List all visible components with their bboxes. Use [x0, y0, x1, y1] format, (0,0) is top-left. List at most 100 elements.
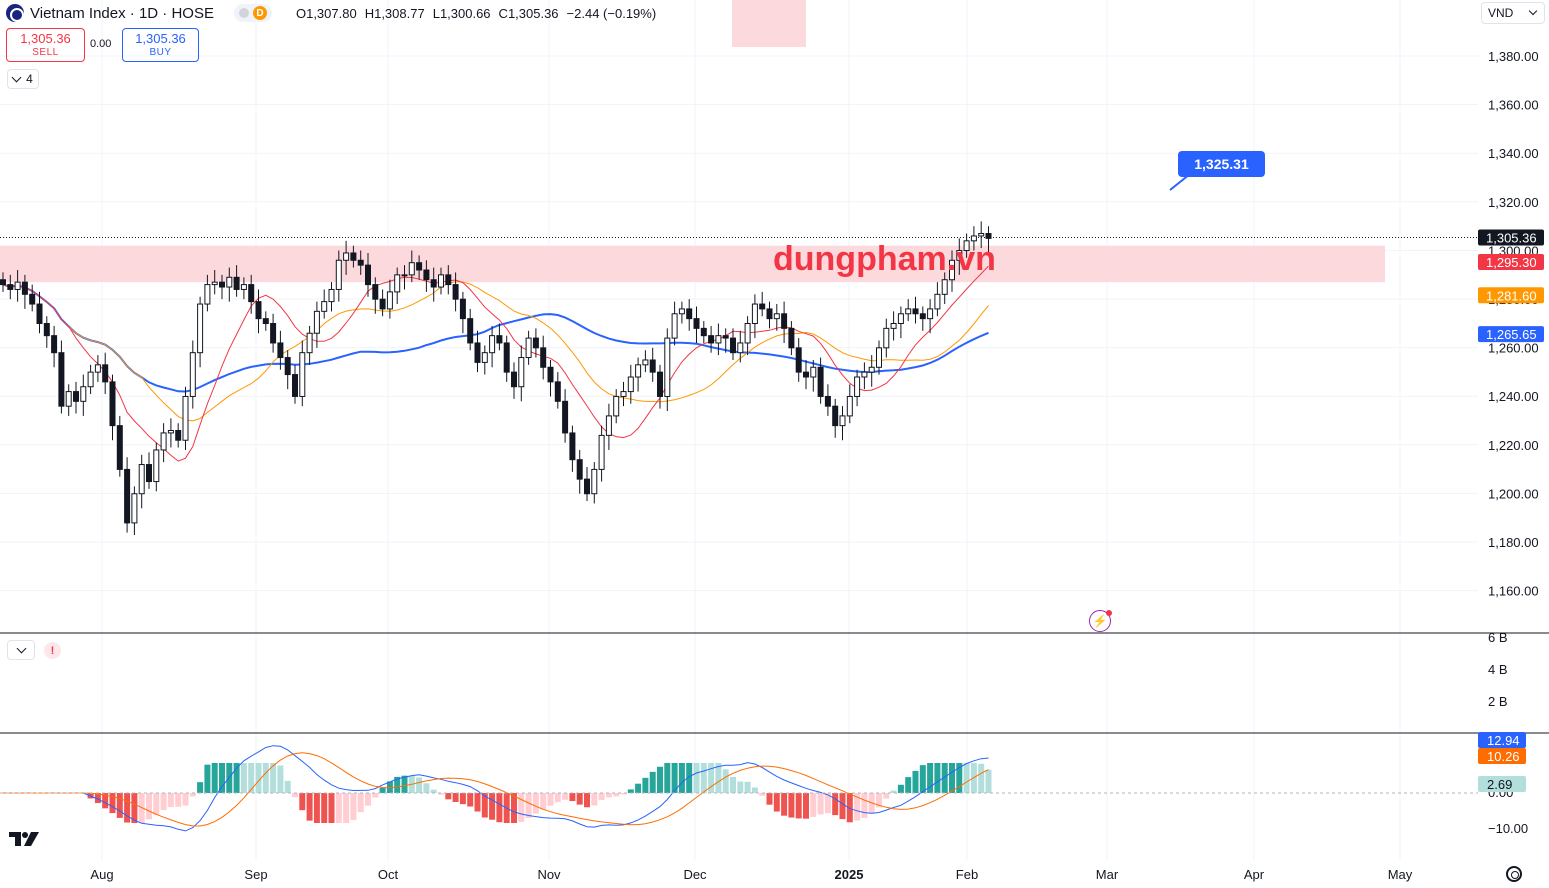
candle-up	[635, 364, 642, 378]
candle-up	[664, 337, 671, 397]
macd-histogram-bar	[832, 793, 839, 816]
macd-histogram-bar	[576, 793, 583, 805]
candle-down	[7, 284, 14, 290]
volume-collapse-button[interactable]	[7, 640, 35, 660]
macd-histogram-bar	[328, 793, 335, 823]
macd-histogram-bar	[540, 793, 547, 810]
macd-histogram-bar	[452, 793, 459, 802]
candle-down	[51, 335, 58, 354]
candle-down	[372, 284, 379, 300]
warning-icon[interactable]: !	[44, 642, 61, 659]
macd-histogram-bar	[700, 763, 707, 793]
volume-axis-tick: 2 B	[1488, 694, 1508, 709]
candle-down	[58, 352, 65, 407]
macd-histogram-bar	[306, 793, 313, 821]
macd-histogram-bar	[613, 793, 620, 797]
candle-up	[343, 252, 350, 261]
candle-up	[321, 301, 328, 312]
candle-down	[365, 264, 371, 286]
macd-histogram-bar	[949, 763, 955, 793]
candle-down	[649, 359, 656, 373]
symbol-title[interactable]: Vietnam Index · 1D · HOSE	[30, 4, 214, 22]
macd-histogram-bar	[781, 793, 788, 816]
candle-up	[846, 395, 853, 417]
indicators-toggle-button[interactable]: 4	[7, 69, 39, 89]
candle-up	[678, 308, 685, 315]
target-price-label[interactable]: 1,325.31	[1178, 151, 1265, 177]
macd-histogram-bar	[649, 771, 656, 793]
macd-histogram-bar	[313, 793, 320, 823]
delayed-badge: D	[252, 6, 267, 20]
candle-up	[897, 313, 904, 325]
macd-histogram-bar	[124, 793, 131, 823]
candle-down	[824, 395, 831, 407]
macd-histogram-bar	[598, 793, 605, 801]
macd-histogram-bar	[803, 793, 809, 819]
chart-header: Vietnam Index · 1D · HOSE D O1,307.80 H1…	[6, 3, 656, 23]
candle-down	[459, 298, 466, 320]
candle-down	[445, 274, 452, 286]
macd-histogram-bar	[722, 769, 729, 793]
candle-up	[197, 303, 204, 354]
macd-histogram-bar	[131, 793, 138, 823]
lightning-icon[interactable]: ⚡	[1089, 610, 1112, 632]
macd-histogram-bar	[379, 787, 386, 793]
candle-up	[715, 335, 722, 344]
macd-histogram-bar	[532, 793, 539, 814]
macd-histogram-bar	[751, 787, 758, 793]
candle-down	[350, 252, 357, 261]
symbol-logo-icon	[6, 4, 24, 22]
price-label-bg	[1478, 253, 1544, 270]
macd-histogram-bar	[788, 793, 795, 818]
indicator-count: 4	[26, 72, 33, 86]
candle-up	[65, 391, 72, 407]
candle-down	[562, 400, 569, 434]
tradingview-logo-icon[interactable]	[9, 830, 41, 848]
status-badge[interactable]: D	[233, 4, 272, 22]
price-axis-tick: 1,320.00	[1488, 195, 1539, 210]
macd-histogram-bar	[102, 793, 109, 809]
candle-down	[43, 323, 50, 337]
macd-histogram-bar	[94, 793, 101, 804]
candle-up	[14, 281, 21, 290]
sell-button[interactable]: 1,305.36 SELL	[6, 28, 85, 62]
price-label-text: 1,281.60	[1486, 288, 1537, 303]
candle-down	[569, 432, 576, 461]
gear-icon[interactable]	[1506, 866, 1522, 882]
candle-up	[226, 276, 233, 288]
currency-select[interactable]: VND	[1481, 2, 1545, 24]
macd-histogram-bar	[372, 793, 379, 798]
macd-histogram-bar	[635, 783, 642, 793]
macd-histogram-bar	[912, 770, 919, 793]
time-axis-label: Nov	[537, 867, 561, 882]
macd-histogram-bar	[664, 763, 671, 793]
candle-down	[102, 364, 109, 383]
macd-histogram-bar	[883, 793, 890, 799]
ohlc-readout: O1,307.80 H1,308.77 L1,300.66 C1,305.36 …	[295, 5, 657, 21]
macd-histogram-bar	[525, 793, 532, 818]
candle-down	[452, 284, 459, 300]
candle-up	[642, 359, 649, 366]
macd-histogram-bar	[365, 793, 371, 806]
candle-down	[759, 303, 766, 310]
macd-histogram-bar	[467, 793, 474, 807]
candle-up	[854, 376, 861, 397]
candle-down	[0, 279, 6, 286]
macd-histogram-bar	[730, 776, 736, 793]
macd-histogram-bar	[518, 793, 525, 822]
candle-up	[598, 434, 605, 470]
candle-up	[868, 366, 875, 373]
candle-down	[262, 318, 269, 324]
candle-up	[839, 415, 846, 427]
buy-button[interactable]: 1,305.36 BUY	[122, 28, 199, 62]
price-axis-tick: 1,220.00	[1488, 438, 1539, 453]
candle-up	[671, 313, 678, 339]
candle-up	[905, 308, 912, 315]
macd-histogram-bar	[861, 793, 868, 818]
candle-down	[175, 430, 182, 441]
candle-down	[503, 342, 510, 373]
ma-fast-line	[2, 265, 989, 462]
candle-down	[248, 284, 255, 303]
candle-down	[21, 281, 28, 295]
